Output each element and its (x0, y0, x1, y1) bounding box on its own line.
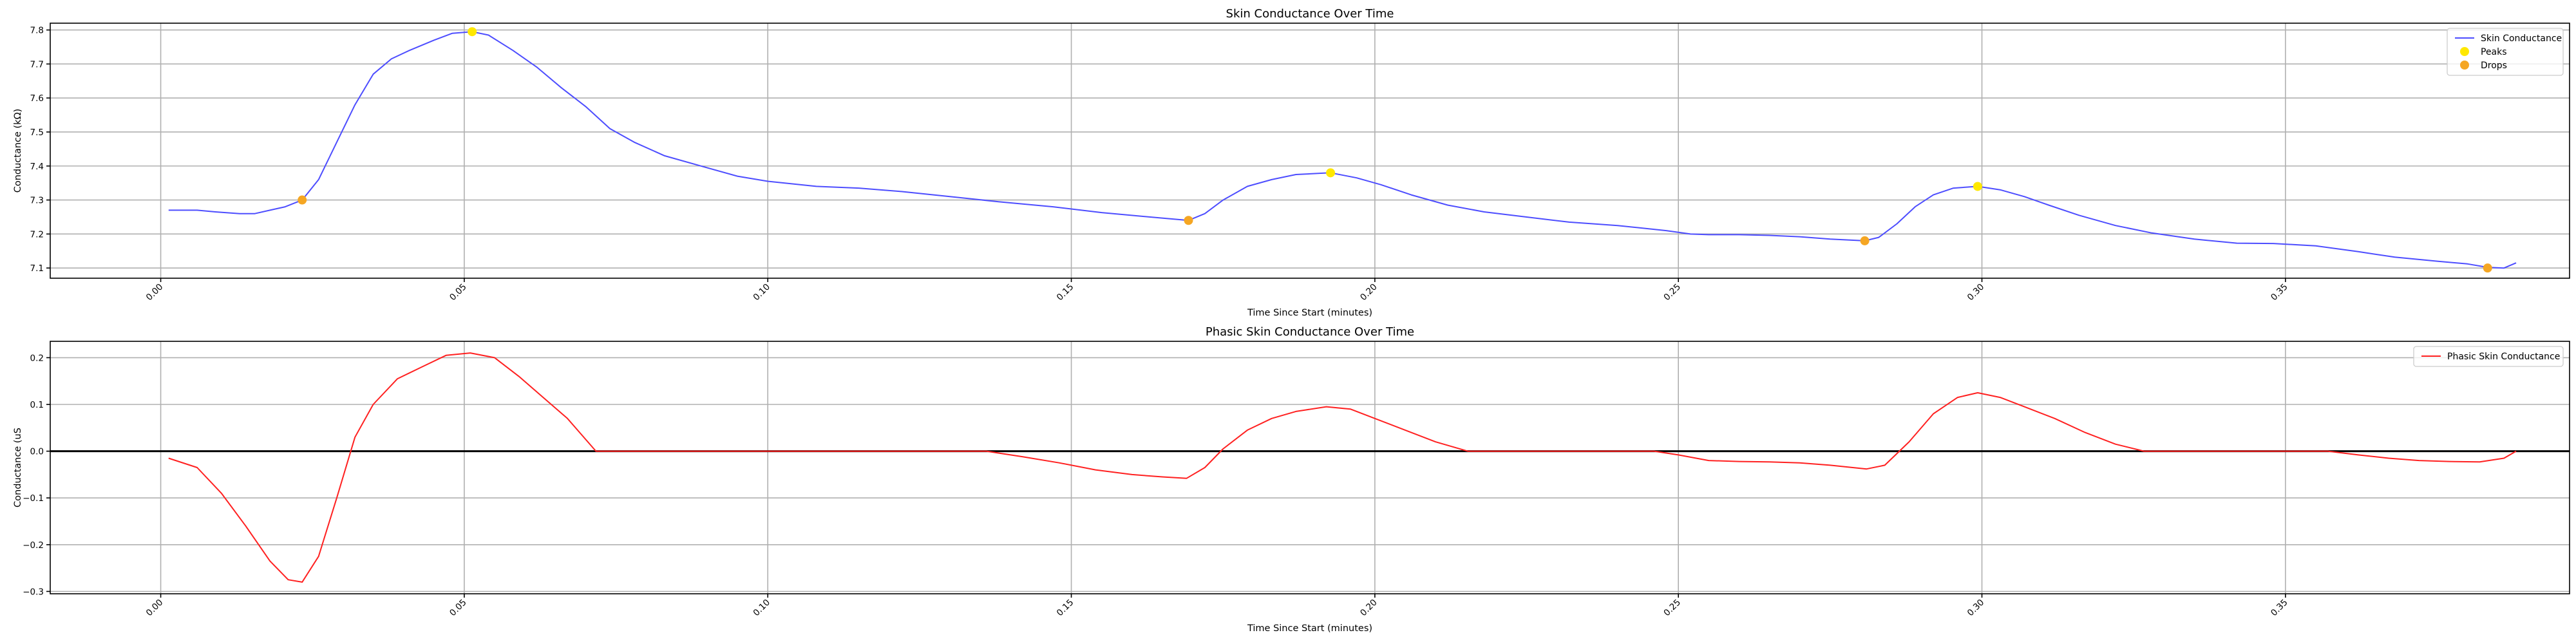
x-tick-label: 0.30 (1965, 598, 1987, 619)
x-tick-label: 0.25 (1662, 282, 1683, 303)
x-tick-label: 0.10 (751, 282, 772, 303)
legend-box (2413, 346, 2564, 367)
legend-label: Phasic Skin Conductance (2447, 352, 2560, 362)
chart-1: 0.00 0.05 0.10 0.15 0.20 0.25 0.30 0.35 7.1 7.2 7.… (13, 7, 2570, 318)
y-tick-label: 7.8 (30, 26, 44, 36)
legend-label: Peaks (2481, 47, 2507, 57)
y-tick-label: 7.4 (30, 162, 44, 172)
point-peaks (1973, 182, 1982, 191)
x-tick-label: 0.20 (1358, 282, 1379, 303)
series-line-1 (168, 352, 2517, 583)
point-drops (2483, 263, 2492, 273)
legend: Phasic Skin Conductance (2413, 346, 2564, 367)
legend-swatch-marker (2460, 61, 2469, 70)
x-tick-label: 0.05 (448, 282, 469, 303)
y-tick-label: 0.1 (30, 400, 44, 410)
y-tick-label: −0.1 (23, 493, 44, 504)
point-peaks (468, 27, 477, 37)
y-tick-label: −0.3 (23, 587, 44, 597)
x-tick-label: 0.15 (1055, 598, 1076, 619)
x-tick-label: 0.10 (751, 598, 772, 619)
plot-frame (50, 341, 2570, 594)
chart-2: 0.00 0.05 0.10 0.15 0.20 0.25 0.30 0.35 −0.3 −0.2… (13, 325, 2570, 634)
y-axis-label: Conductance (kΩ) (13, 109, 23, 193)
y-tick-label: 7.6 (30, 93, 44, 104)
y-axis-label: Conductance (uS (13, 428, 23, 507)
point-drops (1184, 216, 1193, 225)
x-tick-label: 0.35 (2269, 598, 2290, 619)
chart-title: Phasic Skin Conductance Over Time (1206, 325, 1414, 339)
y-tick-label: 7.2 (30, 229, 44, 240)
x-axis-label: Time Since Start (minutes) (1247, 308, 1372, 318)
x-tick-label: 0.00 (144, 282, 166, 303)
point-peaks (1326, 168, 1336, 178)
y-tick-label: 7.7 (30, 59, 44, 70)
x-tick-label: 0.00 (144, 598, 166, 619)
point-drops (1860, 236, 1870, 245)
chart-title: Skin Conductance Over Time (1226, 7, 1394, 21)
legend: Skin Conductance Peaks Drops (2447, 28, 2564, 76)
x-tick-label: 0.15 (1055, 282, 1076, 303)
y-tick-label: 7.1 (30, 263, 44, 274)
legend-swatch-marker (2460, 47, 2469, 56)
legend-label: Drops (2481, 61, 2507, 71)
series-line-1 (168, 31, 2517, 269)
y-tick-label: 0.2 (30, 353, 44, 363)
plot-frame (50, 23, 2570, 279)
x-axis-label: Time Since Start (minutes) (1247, 623, 1372, 634)
point-drops (298, 195, 307, 205)
x-tick-label: 0.25 (1662, 598, 1683, 619)
legend-box (2447, 28, 2564, 76)
y-tick-label: 7.5 (30, 128, 44, 138)
y-tick-label: 0.0 (30, 447, 44, 457)
legend-label: Skin Conductance (2481, 33, 2562, 44)
x-tick-label: 0.05 (448, 598, 469, 619)
y-tick-label: 7.3 (30, 196, 44, 206)
y-tick-label: −0.2 (23, 540, 44, 551)
x-tick-label: 0.30 (1965, 282, 1987, 303)
x-tick-label: 0.20 (1358, 598, 1379, 619)
x-tick-label: 0.35 (2269, 282, 2290, 303)
